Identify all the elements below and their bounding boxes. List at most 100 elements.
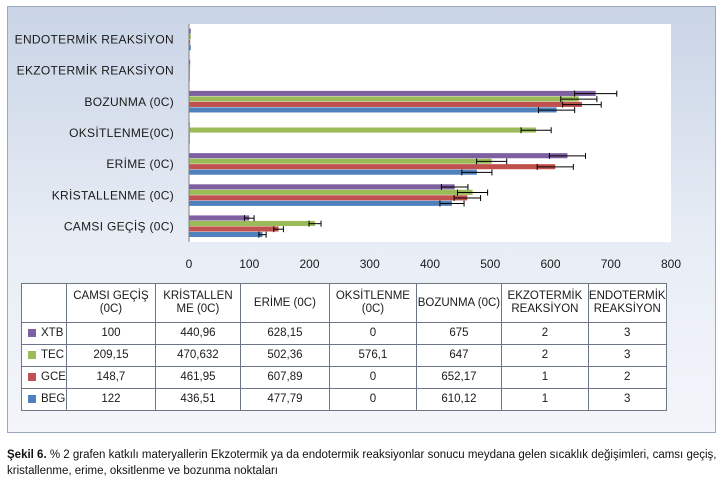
table-cell: 1: [500, 388, 589, 411]
table-cell: 0: [328, 388, 417, 411]
table-cell: 3: [587, 388, 667, 411]
table-cell: 100: [65, 322, 156, 345]
table-row-gce: GCE 148,7 461,95 607,89 0 652,17 1 2: [21, 366, 667, 389]
table-cell: 0: [328, 322, 417, 345]
table-cell: 122: [65, 388, 156, 411]
legend-label: GCE: [41, 371, 66, 383]
table-corner-cell: [21, 283, 67, 323]
bar-tec: [189, 158, 492, 164]
table-row-beg: BEG 122 436,51 477,79 0 610,12 1 3: [21, 388, 667, 411]
table-cell: 436,51: [154, 388, 241, 411]
bar-gce: [189, 195, 468, 201]
x-tick-label: 300: [360, 257, 380, 271]
table-header-row: CAMSI GEÇİŞ (0C) KRİSTALLEN ME (0C) ERİM…: [21, 283, 667, 323]
table-header-cell: CAMSI GEÇİŞ (0C): [65, 283, 156, 323]
bar-xtb: [189, 59, 191, 65]
x-tick-label: 100: [239, 257, 259, 271]
table-cell: 470,632: [154, 344, 241, 367]
table-cell: 1: [500, 366, 589, 389]
table-cell: 2: [500, 344, 589, 367]
table-cell: 502,36: [239, 344, 330, 367]
table-header-cell: ERİME (0C): [239, 283, 330, 323]
table-cell: 647: [415, 344, 502, 367]
bar-xtb: [189, 184, 455, 190]
table-cell: 628,15: [239, 322, 330, 345]
legend-key-xtb: XTB: [21, 322, 67, 345]
bar-xtb: [189, 215, 250, 221]
legend-label: XTB: [41, 327, 64, 339]
figure-caption: Şekil 6. % 2 grafen katkılı materyalleri…: [7, 447, 719, 479]
legend-label: TEC: [41, 349, 64, 361]
category-label: ERİME (0C): [106, 157, 174, 171]
bar-tec: [189, 220, 316, 227]
x-tick-label: 400: [420, 257, 440, 271]
table-cell: 610,12: [415, 388, 502, 411]
bar-xtb: [189, 90, 596, 96]
table-row-tec: TEC 209,15 470,632 502,36 576,1 647 2 3: [21, 344, 667, 367]
caption-label: Şekil 6.: [7, 449, 47, 461]
legend-key-gce: GCE: [21, 366, 67, 389]
bar-beg: [189, 45, 191, 51]
bar-xtb: [189, 153, 568, 159]
table-cell: 576,1: [328, 344, 417, 367]
table-cell: 209,15: [65, 344, 156, 367]
table-header-cell: BOZUNMA (0C): [415, 283, 502, 323]
table-cell: 652,17: [415, 366, 502, 389]
table-cell: 148,7: [65, 366, 156, 389]
x-tick-label: 500: [480, 257, 500, 271]
table-cell: 477,79: [239, 388, 330, 411]
table-cell: 0: [328, 366, 417, 389]
bar-gce: [189, 164, 556, 170]
bar-beg: [189, 231, 263, 238]
legend-key-tec: TEC: [21, 344, 67, 367]
x-tick-label: 0: [186, 257, 193, 271]
bar-beg: [189, 107, 557, 113]
table-header-cell: ENDOTERMİK REAKSİYON: [587, 283, 667, 323]
legend-key-beg: BEG: [21, 388, 67, 411]
legend-label: BEG: [41, 393, 66, 405]
table-cell: 675: [415, 322, 502, 345]
table-header-cell: OKSİTLENME (0C): [328, 283, 417, 323]
x-tick-label: 700: [601, 257, 621, 271]
bar-beg: [189, 200, 452, 206]
table-cell: 461,95: [154, 366, 241, 389]
category-label: ENDOTERMİK REAKSİYON: [15, 33, 174, 47]
x-tick-label: 200: [299, 257, 319, 271]
error-bars: [243, 90, 618, 238]
table-row-xtb: XTB 100 440,96 628,15 0 675 2 3: [21, 322, 667, 345]
x-tick-label: 600: [540, 257, 560, 271]
category-label: KRİSTALLENME (0C): [52, 188, 174, 202]
bar-tec: [189, 96, 579, 102]
table-header-cell: EKZOTERMİK REAKSİYON: [500, 283, 589, 323]
x-tick-labels: 0 100 200 300 400 500 600 700 800: [186, 257, 682, 271]
legend-swatch-gce: [28, 372, 36, 381]
legend-swatch-xtb: [28, 328, 36, 337]
caption-text: % 2 grafen katkılı materyallerin Ekzoter…: [7, 449, 717, 477]
bar-gce: [189, 226, 279, 232]
bar-beg: [189, 169, 477, 175]
table-cell: 3: [587, 344, 667, 367]
table-header-cell: KRİSTALLEN ME (0C): [154, 283, 241, 323]
category-label: OKSİTLENME(0C): [69, 126, 174, 140]
category-label: BOZUNMA (0C): [84, 95, 174, 109]
x-tick-label: 800: [661, 257, 681, 271]
bar-tec: [189, 65, 191, 71]
bar-tec: [189, 189, 473, 195]
bar-gce: [189, 39, 191, 45]
bar-tec: [189, 127, 537, 133]
category-labels: CAMSI GEÇİŞ (0C) KRİSTALLENME (0C) ERİME (…: [15, 33, 174, 234]
bar-marks: [189, 28, 596, 238]
category-label: EKZOTERMİK REAKSİYON: [17, 64, 174, 78]
category-label: CAMSI GEÇİŞ (0C): [64, 219, 174, 233]
table-cell: 3: [587, 322, 667, 345]
bar-tec: [189, 34, 191, 40]
bar-gce: [189, 101, 582, 107]
table-cell: 2: [587, 366, 667, 389]
legend-swatch-beg: [28, 394, 36, 403]
table-cell: 607,89: [239, 366, 330, 389]
table-cell: 440,96: [154, 322, 241, 345]
data-table: CAMSI GEÇİŞ (0C) KRİSTALLEN ME (0C) ERİM…: [21, 283, 667, 411]
table-cell: 2: [500, 322, 589, 345]
plot-area: [189, 24, 671, 242]
